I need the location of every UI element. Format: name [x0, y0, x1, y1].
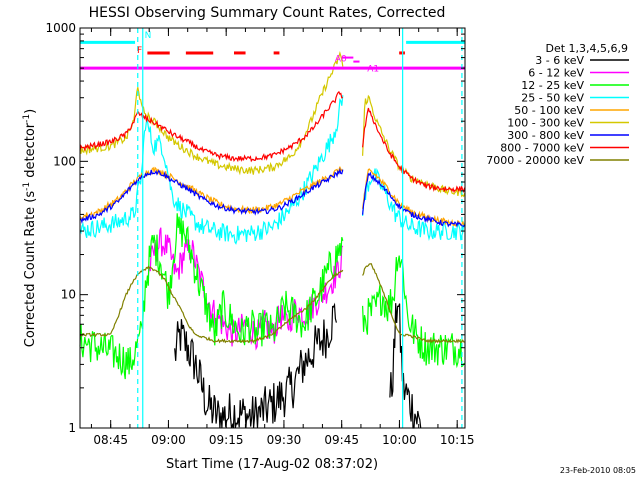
- y-tick-label: 100: [53, 154, 76, 168]
- footer-timestamp: 23-Feb-2010 08:05: [560, 466, 636, 475]
- x-tick-label: 08:45: [93, 433, 128, 447]
- y-tick-label: 10: [61, 288, 76, 302]
- annotation-label: F: [137, 46, 142, 56]
- series-line: [362, 263, 465, 344]
- legend-label: 3 - 6 keV: [535, 54, 584, 67]
- annotation-label: N: [145, 31, 152, 41]
- legend-label: 300 - 800 keV: [507, 129, 584, 142]
- legend-label: 100 - 300 keV: [507, 117, 584, 130]
- legend-label: 6 - 12 keV: [528, 67, 584, 80]
- x-tick-label: 10:00: [382, 433, 417, 447]
- x-tick-label: 09:30: [267, 433, 302, 447]
- y-axis-label-mid: detector: [23, 122, 38, 182]
- series-line: [389, 303, 422, 429]
- annotation-label: A0: [335, 55, 347, 65]
- series-line: [79, 166, 344, 221]
- series-line: [146, 227, 344, 351]
- y-axis-label-main: Corrected Count Rate (s: [23, 191, 38, 348]
- y-axis-label-sup2: -1: [22, 114, 32, 123]
- series-line: [174, 302, 337, 429]
- legend-label: 12 - 25 keV: [521, 79, 584, 92]
- series-line: [79, 51, 344, 176]
- plot-area: NF A0 A1: [79, 28, 466, 429]
- series-line: [362, 107, 466, 194]
- legend-label: 25 - 50 keV: [521, 92, 584, 105]
- legend-label: 50 - 100 keV: [514, 104, 584, 117]
- plot-frame: [79, 27, 466, 429]
- x-axis-label: Start Time (17-Aug-02 08:37:02): [166, 457, 378, 472]
- y-axis-label-end: ): [23, 109, 38, 114]
- x-tick-label: 10:15: [440, 433, 475, 447]
- chart-title: HESSI Observing Summary Count Rates, Cor…: [89, 5, 446, 21]
- axes: 1 10 100 1000 08:45 09:00 09:15 09:30 09:45 10:00…: [45, 21, 474, 447]
- y-axis-label: Corrected Count Rate (s-1 detector-1): [22, 109, 38, 347]
- series-line: [79, 213, 344, 380]
- x-tick-label: 09:15: [209, 433, 244, 447]
- y-tick-label: 1000: [45, 21, 76, 35]
- series-line: [362, 255, 465, 369]
- x-tick-label: 09:00: [151, 433, 186, 447]
- annotation-label: A1: [367, 65, 379, 75]
- series-line: [79, 90, 344, 163]
- series-line: [362, 171, 466, 228]
- legend-label: 800 - 7000 keV: [500, 142, 584, 155]
- series-line: [79, 95, 344, 245]
- y-tick-label: 1: [68, 421, 76, 435]
- y-axis-label-sup1: -1: [22, 182, 32, 191]
- x-tick-label: 09:45: [324, 433, 359, 447]
- legend-title: Det 1,3,4,5,6,9: [545, 42, 628, 55]
- series-line: [79, 265, 344, 344]
- legend-label: 7000 - 20000 keV: [486, 154, 584, 167]
- series-line: [79, 167, 344, 224]
